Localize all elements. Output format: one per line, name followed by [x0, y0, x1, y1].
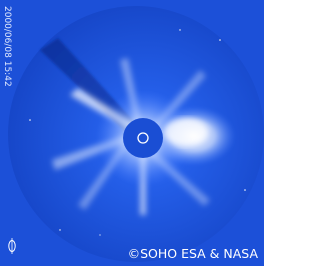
occulter-disk [123, 118, 163, 158]
credit: ©SOHO ESA & NASA [128, 246, 259, 261]
coronagraph-image: 2000/06/08 15:42 ©SOHO ESA & NASA [0, 0, 264, 266]
timestamp: 2000/06/08 15:42 [2, 6, 12, 87]
cme-core [164, 118, 208, 146]
page: {"timestamp": "2000/06/08 15:42", "credi… [0, 0, 264, 266]
